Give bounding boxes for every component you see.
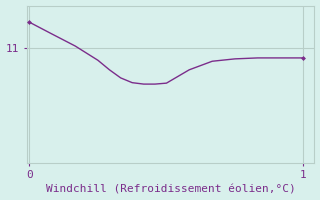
X-axis label: Windchill (Refroidissement éolien,°C): Windchill (Refroidissement éolien,°C) bbox=[46, 184, 295, 194]
